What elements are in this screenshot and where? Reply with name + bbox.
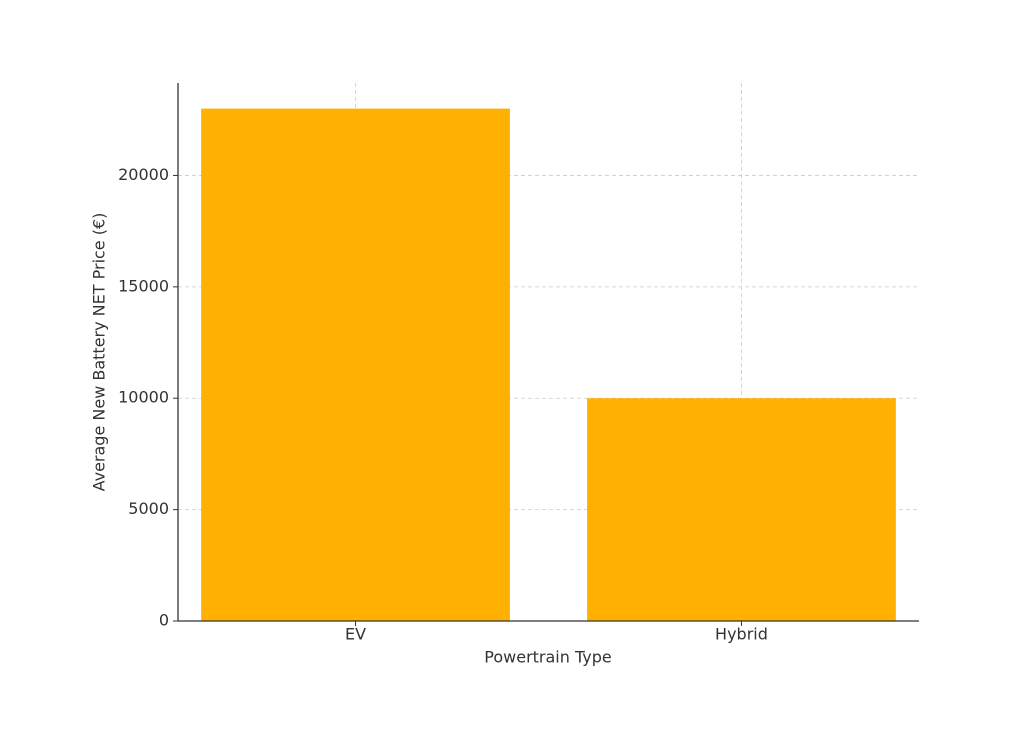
y-tick-label: 5000 (128, 499, 169, 518)
x-tick-label: EV (345, 625, 366, 644)
y-tick-label: 20000 (118, 165, 169, 184)
bar (201, 108, 510, 622)
y-axis-label: Average New Battery NET Price (€) (90, 213, 109, 492)
x-axis-label: Powertrain Type (484, 648, 611, 667)
x-tick-label: Hybrid (715, 625, 768, 644)
bar (587, 398, 896, 621)
y-tick-label: 15000 (118, 276, 169, 295)
y-tick-label: 0 (159, 611, 169, 630)
y-tick-label: 10000 (118, 388, 169, 407)
